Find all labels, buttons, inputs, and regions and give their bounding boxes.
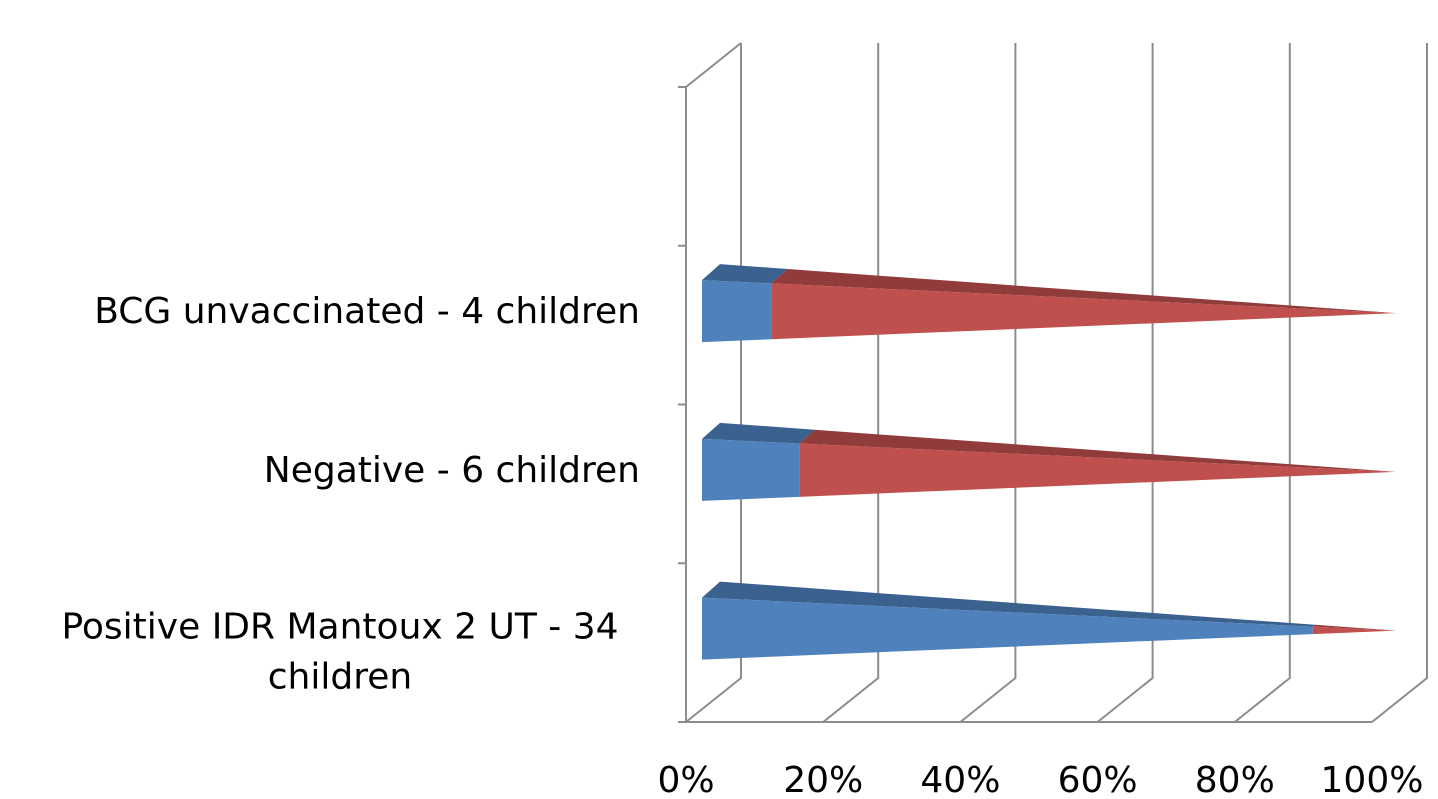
category-labels: Positive IDR Mantoux 2 UT - 34 children Ne… bbox=[61, 291, 640, 698]
gridline bbox=[1371, 43, 1428, 723]
gridline bbox=[685, 43, 742, 723]
bar-segment-top bbox=[771, 269, 1396, 314]
x-tick-labels: 0% 20% 40% 60% 80% 100% bbox=[657, 760, 1423, 799]
bar-segment-top bbox=[702, 264, 788, 284]
x-tick-label: 60% bbox=[1058, 760, 1138, 799]
x-tick-label: 0% bbox=[657, 760, 714, 799]
gridline bbox=[959, 43, 1017, 723]
x-tick-label: 20% bbox=[783, 760, 863, 799]
bar-segment-top bbox=[702, 422, 815, 444]
gridline bbox=[822, 43, 880, 723]
bar-segment bbox=[771, 283, 1396, 340]
x-tick-label: 40% bbox=[920, 760, 1000, 799]
gridline bbox=[1096, 43, 1154, 723]
category-label: BCG unvaccinated - 4 children bbox=[94, 291, 640, 332]
x-tick-label: 80% bbox=[1195, 760, 1275, 799]
bar-segment bbox=[702, 280, 772, 343]
category-label: Positive IDR Mantoux 2 UT - 34 children bbox=[61, 607, 618, 698]
category-label: Negative - 6 children bbox=[264, 450, 640, 491]
gridlines bbox=[685, 43, 1428, 723]
bar-segment bbox=[702, 438, 800, 501]
gridline bbox=[1234, 43, 1291, 723]
bars bbox=[702, 264, 1396, 660]
bar-segment bbox=[702, 597, 1313, 660]
bar-segment bbox=[799, 443, 1396, 497]
x-tick-label: 100% bbox=[1321, 760, 1424, 799]
bar-segment-top bbox=[1312, 624, 1396, 631]
bar-segment-top bbox=[799, 429, 1396, 472]
bar-segment bbox=[1312, 626, 1396, 635]
y-axis-top-edge bbox=[685, 42, 742, 88]
bar-segment-top bbox=[702, 581, 1315, 627]
axes bbox=[678, 42, 1372, 723]
